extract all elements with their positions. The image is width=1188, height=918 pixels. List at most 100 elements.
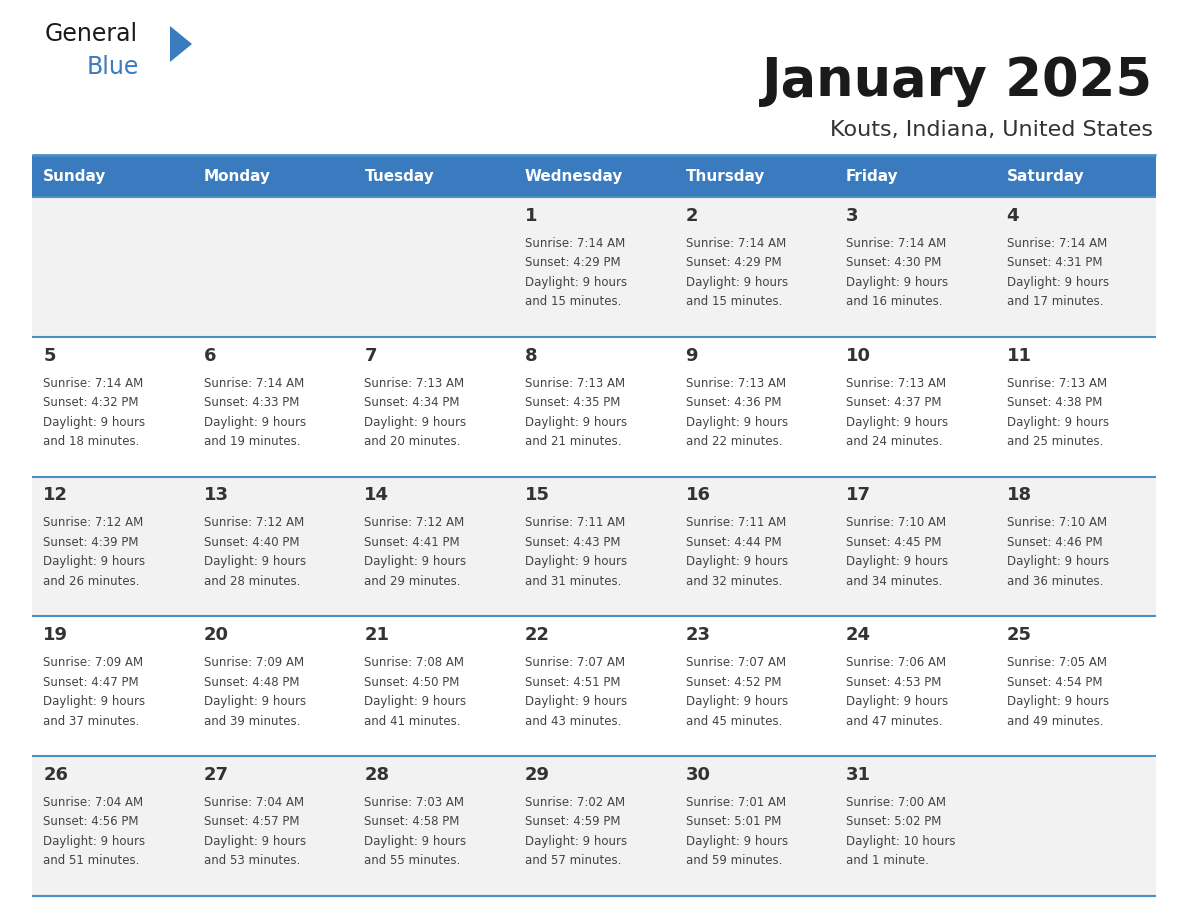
Text: Sunrise: 7:14 AM: Sunrise: 7:14 AM [204, 376, 304, 389]
Text: 18: 18 [1006, 487, 1032, 504]
Text: Sunrise: 7:01 AM: Sunrise: 7:01 AM [685, 796, 785, 809]
Text: Tuesday: Tuesday [365, 169, 434, 184]
Text: Sunrise: 7:07 AM: Sunrise: 7:07 AM [685, 656, 785, 669]
Text: 16: 16 [685, 487, 710, 504]
Text: Daylight: 9 hours: Daylight: 9 hours [43, 835, 145, 848]
Text: Daylight: 9 hours: Daylight: 9 hours [43, 416, 145, 429]
Text: and 24 minutes.: and 24 minutes. [846, 435, 942, 448]
Text: 15: 15 [525, 487, 550, 504]
Text: Daylight: 9 hours: Daylight: 9 hours [365, 835, 467, 848]
Text: Sunset: 4:34 PM: Sunset: 4:34 PM [365, 396, 460, 409]
Text: Sunrise: 7:12 AM: Sunrise: 7:12 AM [43, 517, 144, 530]
Text: Sunset: 4:46 PM: Sunset: 4:46 PM [1006, 536, 1102, 549]
Text: 24: 24 [846, 626, 871, 644]
Bar [32, 337, 1156, 476]
Text: 19: 19 [43, 626, 68, 644]
Text: and 51 minutes.: and 51 minutes. [43, 855, 140, 868]
Text: 26: 26 [43, 766, 68, 784]
Text: 5: 5 [43, 347, 56, 364]
Text: and 17 minutes.: and 17 minutes. [1006, 296, 1104, 308]
Text: Sunrise: 7:14 AM: Sunrise: 7:14 AM [525, 237, 625, 250]
Text: Daylight: 9 hours: Daylight: 9 hours [685, 695, 788, 708]
Bar [32, 756, 1156, 896]
Text: Sunset: 4:37 PM: Sunset: 4:37 PM [846, 396, 942, 409]
Text: 22: 22 [525, 626, 550, 644]
Text: Daylight: 9 hours: Daylight: 9 hours [365, 695, 467, 708]
Text: and 55 minutes.: and 55 minutes. [365, 855, 461, 868]
Text: Sunrise: 7:12 AM: Sunrise: 7:12 AM [204, 517, 304, 530]
Text: Daylight: 9 hours: Daylight: 9 hours [204, 555, 307, 568]
Text: Sunset: 4:40 PM: Sunset: 4:40 PM [204, 536, 299, 549]
Text: 21: 21 [365, 626, 390, 644]
Text: and 41 minutes.: and 41 minutes. [365, 715, 461, 728]
Text: January 2025: January 2025 [762, 55, 1154, 107]
Text: Sunset: 4:59 PM: Sunset: 4:59 PM [525, 815, 620, 828]
Text: Monday: Monday [204, 169, 271, 184]
Text: 11: 11 [1006, 347, 1031, 364]
Text: Daylight: 9 hours: Daylight: 9 hours [525, 555, 627, 568]
Text: 9: 9 [685, 347, 699, 364]
Text: Thursday: Thursday [685, 169, 765, 184]
Text: and 37 minutes.: and 37 minutes. [43, 715, 140, 728]
Text: Sunrise: 7:09 AM: Sunrise: 7:09 AM [43, 656, 144, 669]
Text: 3: 3 [846, 207, 859, 225]
Text: Blue: Blue [87, 55, 139, 79]
Text: Sunset: 4:45 PM: Sunset: 4:45 PM [846, 536, 942, 549]
Text: and 20 minutes.: and 20 minutes. [365, 435, 461, 448]
Text: 2: 2 [685, 207, 699, 225]
Text: and 29 minutes.: and 29 minutes. [365, 575, 461, 588]
Text: Sunrise: 7:13 AM: Sunrise: 7:13 AM [365, 376, 465, 389]
Text: 12: 12 [43, 487, 68, 504]
Bar [513, 155, 675, 197]
Text: Sunset: 4:56 PM: Sunset: 4:56 PM [43, 815, 139, 828]
Text: Sunset: 4:52 PM: Sunset: 4:52 PM [685, 676, 781, 688]
Text: Sunrise: 7:12 AM: Sunrise: 7:12 AM [365, 517, 465, 530]
Text: Sunrise: 7:14 AM: Sunrise: 7:14 AM [43, 376, 144, 389]
Text: Sunrise: 7:00 AM: Sunrise: 7:00 AM [846, 796, 946, 809]
Text: and 21 minutes.: and 21 minutes. [525, 435, 621, 448]
Text: Sunrise: 7:11 AM: Sunrise: 7:11 AM [685, 517, 785, 530]
Text: Sunrise: 7:14 AM: Sunrise: 7:14 AM [1006, 237, 1107, 250]
Text: and 26 minutes.: and 26 minutes. [43, 575, 140, 588]
Text: Daylight: 9 hours: Daylight: 9 hours [1006, 555, 1108, 568]
Text: 6: 6 [204, 347, 216, 364]
Text: 14: 14 [365, 487, 390, 504]
Bar [32, 476, 1156, 616]
Text: Daylight: 9 hours: Daylight: 9 hours [525, 275, 627, 289]
Text: 10: 10 [846, 347, 871, 364]
Text: 4: 4 [1006, 207, 1019, 225]
Text: Sunset: 4:50 PM: Sunset: 4:50 PM [365, 676, 460, 688]
Text: Sunset: 4:41 PM: Sunset: 4:41 PM [365, 536, 460, 549]
Text: Daylight: 9 hours: Daylight: 9 hours [365, 555, 467, 568]
Text: Sunset: 4:57 PM: Sunset: 4:57 PM [204, 815, 299, 828]
Text: and 25 minutes.: and 25 minutes. [1006, 435, 1102, 448]
Text: and 31 minutes.: and 31 minutes. [525, 575, 621, 588]
Text: Sunrise: 7:03 AM: Sunrise: 7:03 AM [365, 796, 465, 809]
Text: Sunset: 4:29 PM: Sunset: 4:29 PM [525, 256, 620, 269]
Text: and 57 minutes.: and 57 minutes. [525, 855, 621, 868]
Text: and 22 minutes.: and 22 minutes. [685, 435, 782, 448]
Text: Daylight: 9 hours: Daylight: 9 hours [846, 695, 948, 708]
Text: Daylight: 9 hours: Daylight: 9 hours [525, 695, 627, 708]
Text: Daylight: 10 hours: Daylight: 10 hours [846, 835, 955, 848]
Text: and 34 minutes.: and 34 minutes. [846, 575, 942, 588]
Bar [353, 155, 513, 197]
Text: Daylight: 9 hours: Daylight: 9 hours [43, 555, 145, 568]
Text: Daylight: 9 hours: Daylight: 9 hours [685, 275, 788, 289]
Text: Sunset: 4:43 PM: Sunset: 4:43 PM [525, 536, 620, 549]
Text: 20: 20 [204, 626, 229, 644]
Text: and 49 minutes.: and 49 minutes. [1006, 715, 1104, 728]
Text: and 18 minutes.: and 18 minutes. [43, 435, 140, 448]
Text: 28: 28 [365, 766, 390, 784]
Text: 31: 31 [846, 766, 871, 784]
Text: 13: 13 [204, 487, 229, 504]
Text: Sunrise: 7:04 AM: Sunrise: 7:04 AM [204, 796, 304, 809]
Text: and 47 minutes.: and 47 minutes. [846, 715, 942, 728]
Text: Sunrise: 7:13 AM: Sunrise: 7:13 AM [846, 376, 946, 389]
Text: and 19 minutes.: and 19 minutes. [204, 435, 301, 448]
Text: Sunday: Sunday [43, 169, 107, 184]
Text: Daylight: 9 hours: Daylight: 9 hours [685, 555, 788, 568]
Text: 29: 29 [525, 766, 550, 784]
Bar [32, 155, 192, 197]
Text: Sunset: 4:53 PM: Sunset: 4:53 PM [846, 676, 941, 688]
